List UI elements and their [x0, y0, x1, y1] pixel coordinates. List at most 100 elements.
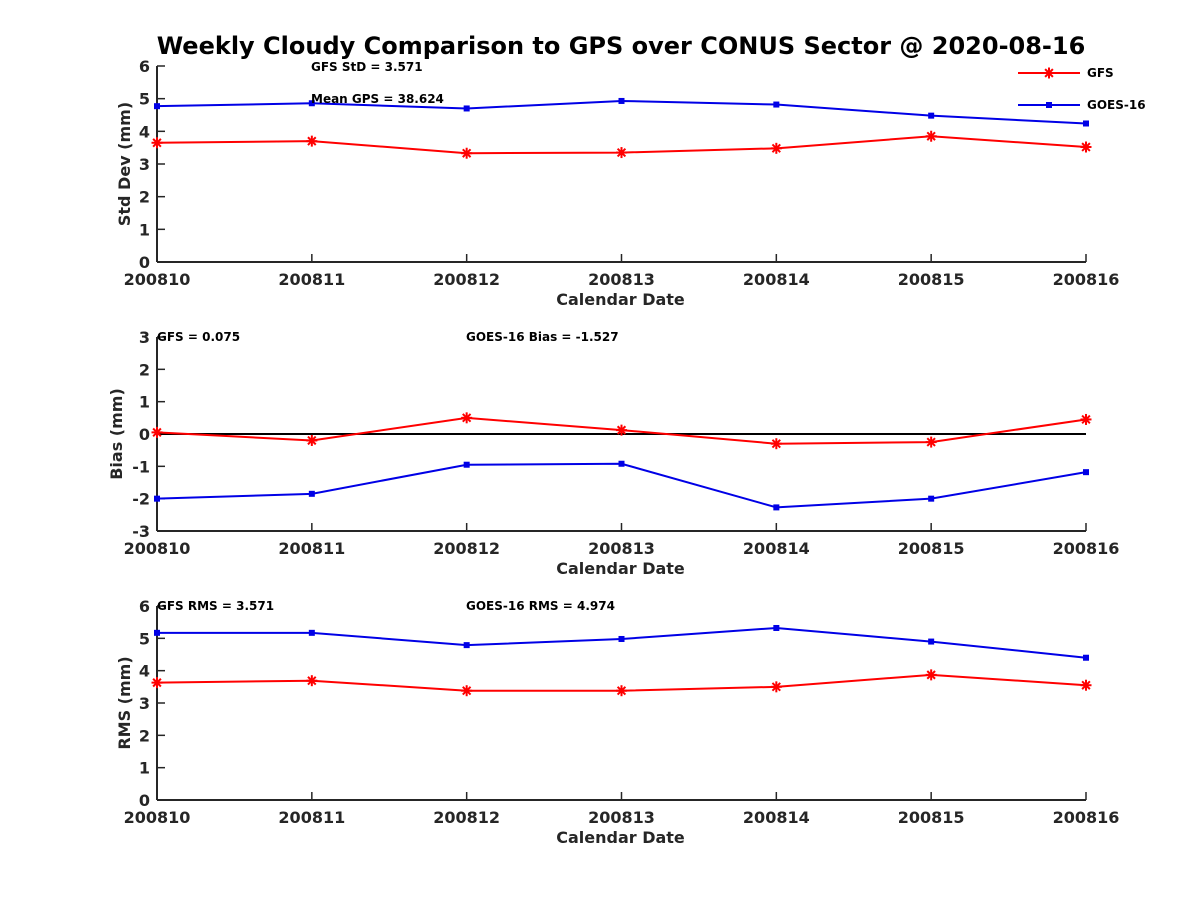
series-goes-16: [154, 624, 1089, 661]
data-point-gfs: [770, 681, 782, 693]
x-tick-label: 200815: [898, 808, 965, 827]
data-point-goes-16: [928, 638, 935, 645]
x-tick-label: 200810: [124, 539, 191, 558]
series-gfs: [151, 412, 1092, 450]
x-tick-label: 200816: [1053, 808, 1120, 827]
x-tick-label: 200810: [124, 270, 191, 289]
y-tick-label: 6: [139, 597, 150, 616]
data-point-gfs: [306, 135, 318, 147]
data-point-gfs: [306, 675, 318, 687]
series-goes-16: [154, 460, 1089, 511]
y-tick-label: 4: [139, 662, 150, 681]
stat-annotation: GFS = 0.075: [157, 330, 240, 344]
data-point-gfs: [616, 424, 627, 436]
x-axis-label: Calendar Date: [556, 290, 685, 309]
data-point-goes-16: [463, 642, 470, 649]
data-point-goes-16: [154, 629, 160, 636]
stat-annotation: GOES-16 RMS = 4.974: [466, 599, 615, 613]
data-point-goes-16: [618, 460, 625, 467]
x-tick-label: 200814: [743, 539, 810, 558]
data-point-goes-16: [1083, 654, 1089, 661]
y-tick-label: 4: [139, 122, 150, 141]
stat-annotation: GFS StD = 3.571: [311, 60, 423, 74]
x-tick-label: 200810: [124, 808, 191, 827]
data-point-goes-16: [154, 103, 160, 110]
data-point-goes-16: [773, 624, 780, 631]
data-point-gfs: [1080, 679, 1092, 691]
data-point-gfs: [306, 434, 318, 446]
data-point-goes-16: [618, 97, 625, 104]
data-point-goes-16: [308, 490, 315, 497]
x-axis-label: Calendar Date: [556, 559, 685, 578]
y-tick-label: -1: [132, 457, 150, 476]
data-point-gfs: [925, 436, 937, 448]
x-tick-label: 200815: [898, 270, 965, 289]
y-tick-label: 0: [139, 791, 150, 810]
data-point-gfs: [770, 438, 782, 450]
x-tick-label: 200814: [743, 270, 810, 289]
x-tick-label: 200813: [588, 270, 655, 289]
y-tick-label: 3: [139, 694, 150, 713]
series-gfs: [151, 669, 1092, 697]
data-point-gfs: [1080, 413, 1092, 425]
y-tick-label: 3: [139, 155, 150, 174]
y-tick-label: -3: [132, 522, 150, 541]
data-point-gfs: [151, 137, 163, 149]
data-point-goes-16: [463, 461, 470, 468]
legend-label: GFS: [1087, 66, 1114, 80]
series-goes-16: [154, 97, 1089, 127]
legend: GFS GOES-16: [1018, 66, 1146, 112]
y-tick-label: 5: [139, 90, 150, 109]
x-tick-label: 200812: [433, 539, 500, 558]
data-point-gfs: [1080, 141, 1092, 153]
legend-marker: [1046, 102, 1052, 108]
series-gfs: [151, 130, 1092, 159]
data-point-gfs: [616, 147, 627, 159]
data-point-gfs: [461, 412, 473, 424]
series-line-goes-16: [156, 99, 1087, 125]
y-tick-label: 1: [139, 393, 150, 412]
chart-title: Weekly Cloudy Comparison to GPS over CON…: [157, 32, 1086, 60]
data-point-goes-16: [308, 100, 315, 107]
data-point-gfs: [925, 669, 937, 681]
x-tick-label: 200816: [1053, 539, 1120, 558]
series-line-goes-16: [156, 462, 1087, 509]
data-point-gfs: [770, 142, 782, 154]
data-point-goes-16: [773, 101, 780, 108]
y-axis-label: Std Dev (mm): [115, 102, 134, 226]
data-point-goes-16: [1083, 120, 1089, 127]
subplot-1: 0 1 2 3 4 5 6 200810 200811 200812 200813 200814 200…: [115, 57, 1119, 309]
y-tick-label: 0: [139, 253, 150, 272]
data-point-goes-16: [154, 495, 160, 502]
data-point-gfs: [616, 685, 627, 697]
data-point-gfs: [151, 426, 163, 438]
y-tick-label: 5: [139, 629, 150, 648]
x-tick-label: 200813: [588, 808, 655, 827]
data-point-gfs: [461, 685, 473, 697]
data-point-gfs: [151, 677, 163, 689]
stat-annotation: Mean GPS = 38.624: [311, 92, 444, 106]
x-tick-label: 200811: [278, 270, 345, 289]
y-tick-label: -2: [132, 490, 150, 509]
legend-item-goes-16: GOES-16: [1018, 98, 1146, 112]
y-tick-label: 3: [139, 328, 150, 347]
y-tick-label: 2: [139, 360, 150, 379]
data-point-gfs: [925, 130, 937, 142]
series-line-goes-16: [157, 626, 1087, 659]
x-tick-label: 200812: [433, 270, 500, 289]
x-tick-label: 200811: [278, 808, 345, 827]
data-point-gfs: [461, 147, 473, 159]
legend-label: GOES-16: [1087, 98, 1146, 112]
y-axis-label: RMS (mm): [115, 656, 134, 749]
x-tick-label: 200811: [278, 539, 345, 558]
y-tick-label: 2: [139, 726, 150, 745]
y-tick-label: 0: [139, 425, 150, 444]
x-tick-label: 200814: [743, 808, 810, 827]
data-point-goes-16: [618, 635, 625, 642]
y-tick-label: 2: [139, 188, 150, 207]
stat-annotation: GFS RMS = 3.571: [157, 599, 274, 613]
y-tick-label: 1: [139, 759, 150, 778]
legend-item-gfs: GFS: [1018, 66, 1114, 80]
